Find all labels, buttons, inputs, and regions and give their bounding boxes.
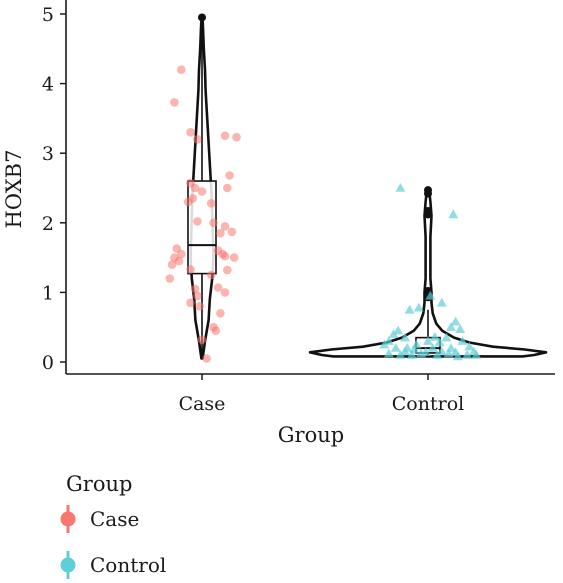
- point-control-37: [402, 343, 413, 352]
- point-control-28: [420, 347, 431, 356]
- legend-key-control-marker: [60, 557, 76, 573]
- point-case-33: [193, 291, 202, 301]
- point-case-7: [223, 183, 232, 193]
- point-case-37: [220, 288, 230, 297]
- legend-key-case-marker: [60, 511, 76, 527]
- point-control-21: [457, 336, 468, 345]
- point-case-36: [213, 283, 223, 292]
- point-control-13: [379, 339, 390, 349]
- point-control-31: [383, 348, 394, 358]
- point-control-34: [423, 336, 433, 345]
- point-control-27: [432, 350, 443, 359]
- point-control-11: [400, 332, 410, 342]
- y-tick-label-5: 5: [42, 4, 54, 26]
- outlier-case-0: [198, 13, 206, 22]
- point-control-19: [434, 337, 445, 347]
- point-control-33: [411, 339, 422, 349]
- point-control-4: [404, 304, 415, 314]
- point-case-38: [216, 309, 225, 318]
- point-case-13: [206, 199, 216, 208]
- point-control-3: [425, 290, 436, 300]
- legend-item-control: Control: [60, 551, 166, 579]
- points-layer: [165, 65, 482, 363]
- point-control-0: [395, 183, 406, 192]
- plot-layer: [187, 13, 548, 360]
- point-case-27: [229, 253, 239, 262]
- point-case-40: [211, 326, 221, 336]
- legend-label-control: Control: [90, 553, 166, 577]
- point-case-34: [186, 298, 195, 308]
- y-tick-label-4: 4: [42, 74, 54, 96]
- point-case-31: [165, 274, 175, 283]
- point-case-20: [177, 249, 186, 259]
- point-case-14: [193, 217, 202, 226]
- point-case-2: [186, 128, 195, 137]
- point-control-35: [436, 346, 447, 356]
- point-case-9: [190, 183, 200, 193]
- outlier-control-3: [424, 210, 432, 219]
- point-case-5: [232, 132, 241, 142]
- point-case-10: [197, 187, 207, 196]
- point-control-5: [413, 302, 424, 312]
- y-tick-label-1: 1: [42, 282, 54, 304]
- point-control-2: [436, 297, 447, 307]
- point-control-30: [395, 350, 406, 359]
- point-case-23: [167, 260, 177, 269]
- point-case-32: [190, 284, 200, 294]
- y-tick-label-0: 0: [42, 352, 54, 374]
- point-control-9: [393, 325, 404, 335]
- point-case-29: [206, 270, 216, 280]
- point-control-7: [446, 322, 456, 331]
- point-case-17: [227, 227, 237, 237]
- y-tick-label-2: 2: [42, 213, 54, 235]
- legend-title: Group: [66, 472, 132, 496]
- point-case-41: [197, 335, 207, 345]
- point-case-6: [225, 171, 234, 180]
- y-tick-label-3: 3: [42, 143, 54, 165]
- point-case-0: [177, 65, 186, 74]
- point-control-36: [446, 343, 456, 352]
- point-control-6: [450, 316, 461, 326]
- axes-layer: 0 1 2 3 4 5 Case Control: [42, 0, 555, 415]
- point-case-18: [216, 228, 225, 238]
- point-control-18: [427, 343, 438, 352]
- point-control-8: [455, 324, 466, 333]
- x-tick-label-case: Case: [179, 393, 226, 415]
- point-case-30: [186, 265, 195, 274]
- point-control-12: [383, 336, 394, 345]
- legend-label-case: Case: [90, 507, 139, 531]
- point-case-1: [170, 98, 179, 107]
- point-control-32: [471, 350, 482, 359]
- point-control-24: [462, 350, 473, 359]
- point-case-15: [209, 218, 218, 228]
- x-tick-label-control: Control: [392, 393, 464, 415]
- y-axis-title: HOXB7: [2, 150, 26, 229]
- point-case-28: [223, 265, 232, 275]
- point-control-14: [390, 343, 401, 352]
- point-case-12: [183, 197, 193, 207]
- point-case-42: [202, 354, 211, 363]
- point-case-16: [220, 222, 230, 231]
- point-control-10: [388, 329, 399, 338]
- point-control-38: [429, 331, 440, 341]
- point-control-39: [450, 347, 461, 356]
- point-case-26: [220, 251, 230, 261]
- point-control-20: [441, 332, 452, 342]
- point-case-35: [195, 302, 204, 311]
- legend-item-case: Case: [60, 505, 139, 533]
- point-case-3: [193, 135, 202, 144]
- x-axis-title: Group: [278, 423, 344, 447]
- point-case-22: [174, 256, 184, 266]
- point-control-29: [406, 350, 417, 359]
- point-control-22: [464, 341, 475, 351]
- legend: Group Case Control: [60, 472, 166, 579]
- point-control-1: [448, 209, 459, 219]
- outlier-control-1: [424, 189, 432, 198]
- point-case-4: [220, 131, 230, 141]
